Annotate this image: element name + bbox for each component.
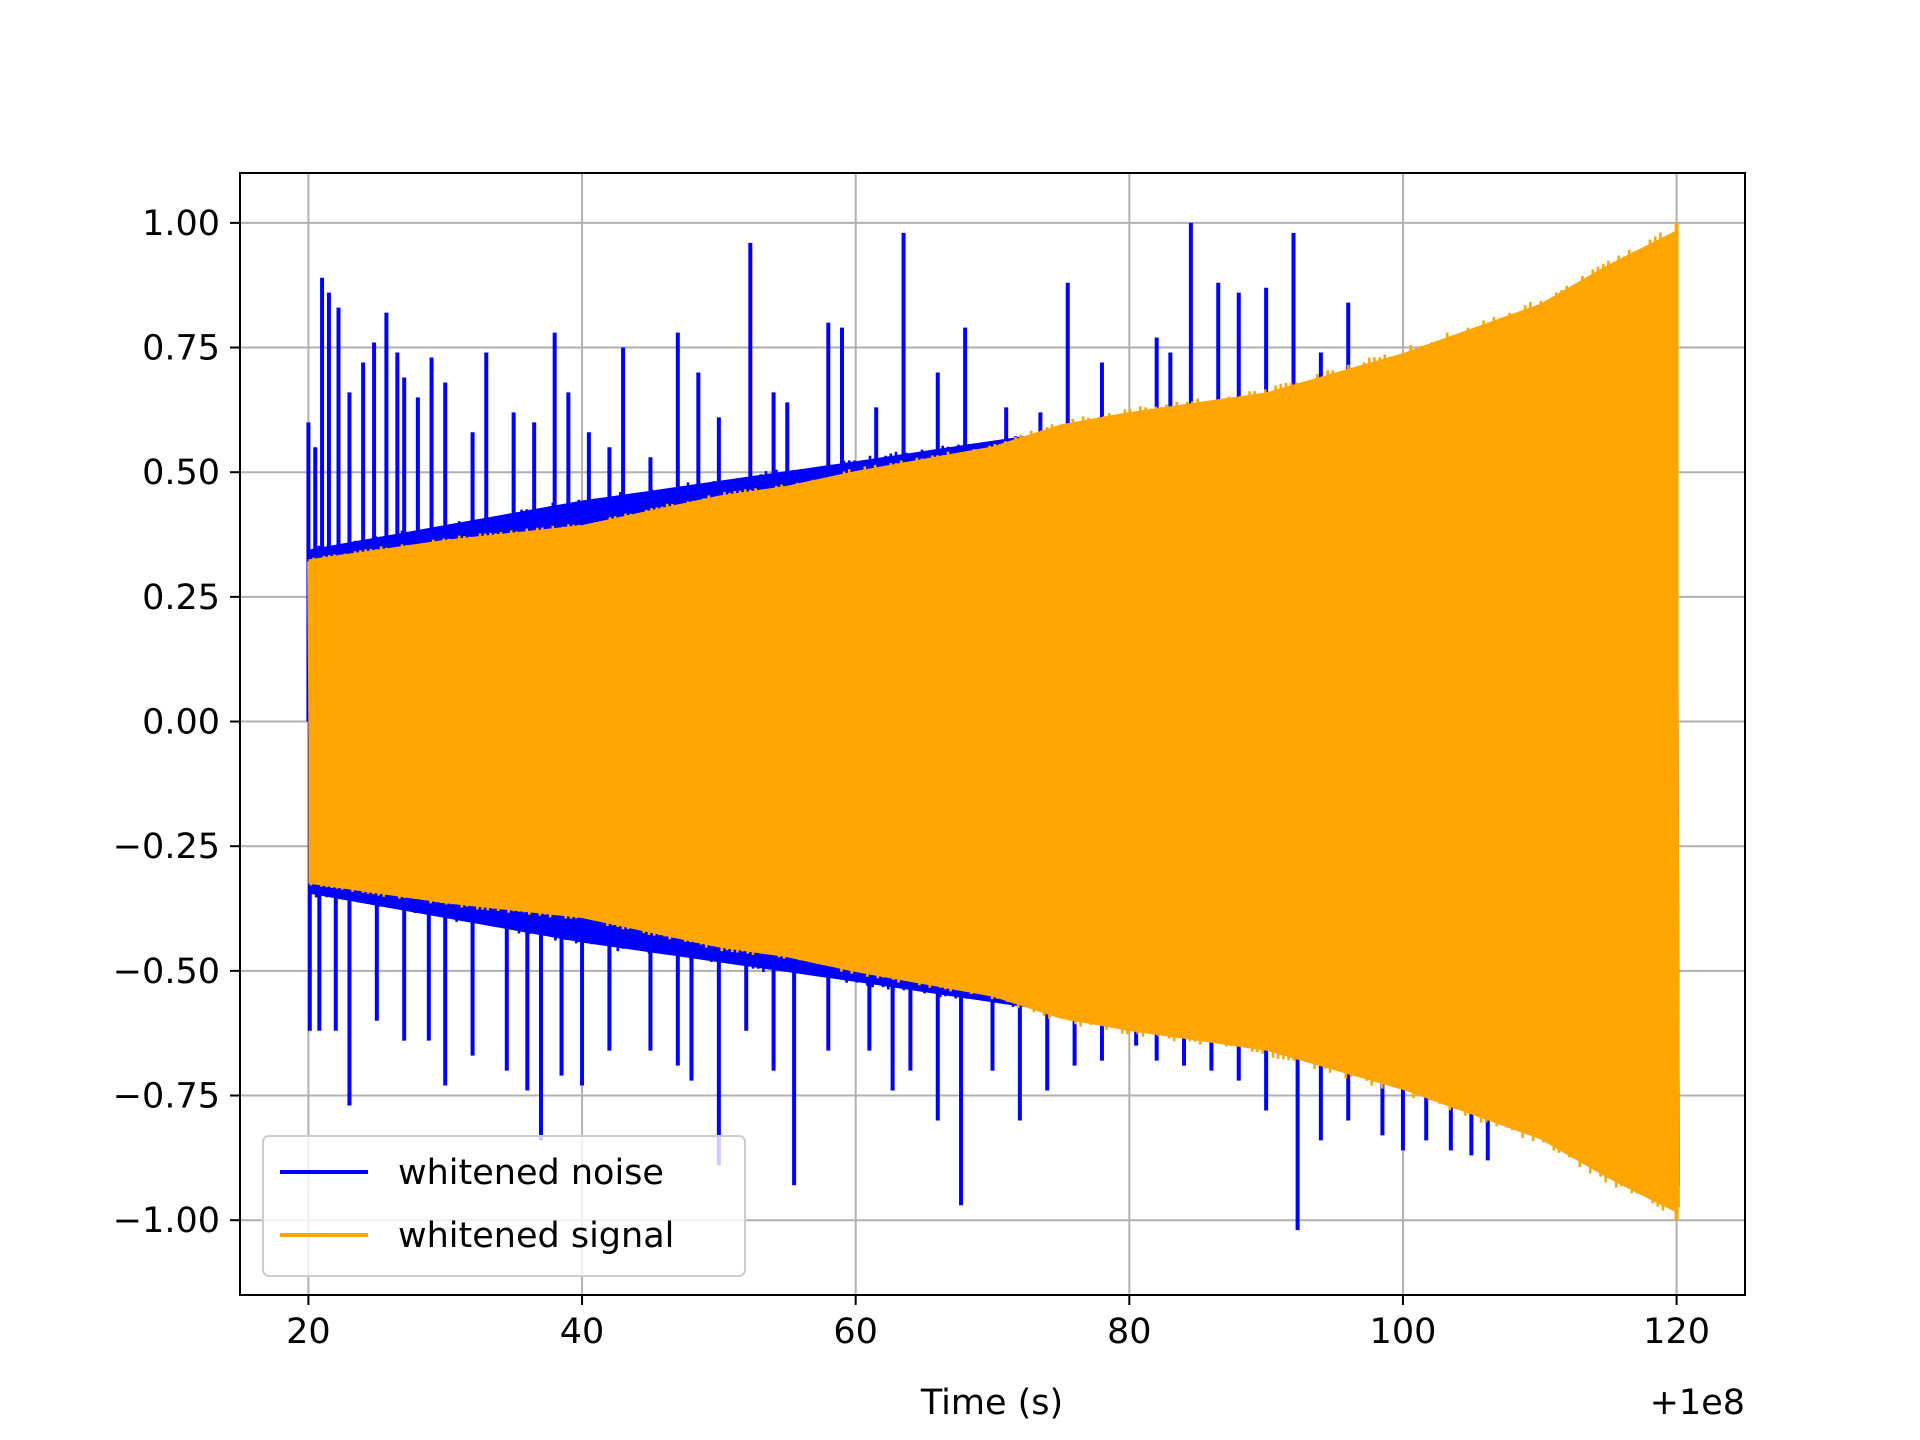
legend: whitened noise whitened signal [262,1135,746,1277]
y-tick-label: 0.50 [142,453,220,493]
y-tick-label: −0.50 [113,952,220,992]
series-whitened-signal [307,222,1680,1221]
series-layer [306,222,1680,1231]
x-axis-title: Time (s) [920,1383,1063,1423]
x-tick-label: 20 [286,1312,331,1352]
legend-label-signal: whitened signal [398,1216,674,1256]
legend-label-noise: whitened noise [398,1153,664,1193]
ticks: 20 40 60 80 100 120 1.00 0.75 0.50 0.25 0.00 −0.25 −… [113,204,1710,1352]
x-axis-offset-label: +1e8 [1650,1383,1745,1423]
x-tick-label: 120 [1643,1312,1710,1352]
y-tick-label: −0.75 [113,1077,220,1117]
x-tick-label: 100 [1370,1312,1437,1352]
y-tick-label: −1.00 [113,1201,220,1241]
y-tick-label: 0.00 [142,703,220,743]
series-band-oscillation [307,232,1680,1211]
legend-box [262,1135,746,1277]
y-tick-label: 0.75 [142,329,220,369]
x-tick-label: 40 [560,1312,605,1352]
y-tick-label: 1.00 [142,204,220,244]
plot-frame [239,172,1746,1296]
x-tick-label: 60 [833,1312,878,1352]
y-tick-label: 0.25 [142,578,220,618]
x-tick-label: 80 [1107,1312,1152,1352]
y-tick-label: −0.25 [113,827,220,867]
